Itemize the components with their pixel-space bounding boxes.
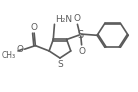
Text: CH₃: CH₃ (1, 51, 15, 60)
Text: H₂N: H₂N (55, 15, 72, 24)
Text: O: O (17, 45, 24, 54)
Text: O: O (78, 47, 85, 56)
Text: O: O (31, 23, 38, 32)
Text: S: S (77, 30, 83, 40)
Text: S: S (57, 60, 63, 69)
Text: O: O (73, 14, 80, 23)
